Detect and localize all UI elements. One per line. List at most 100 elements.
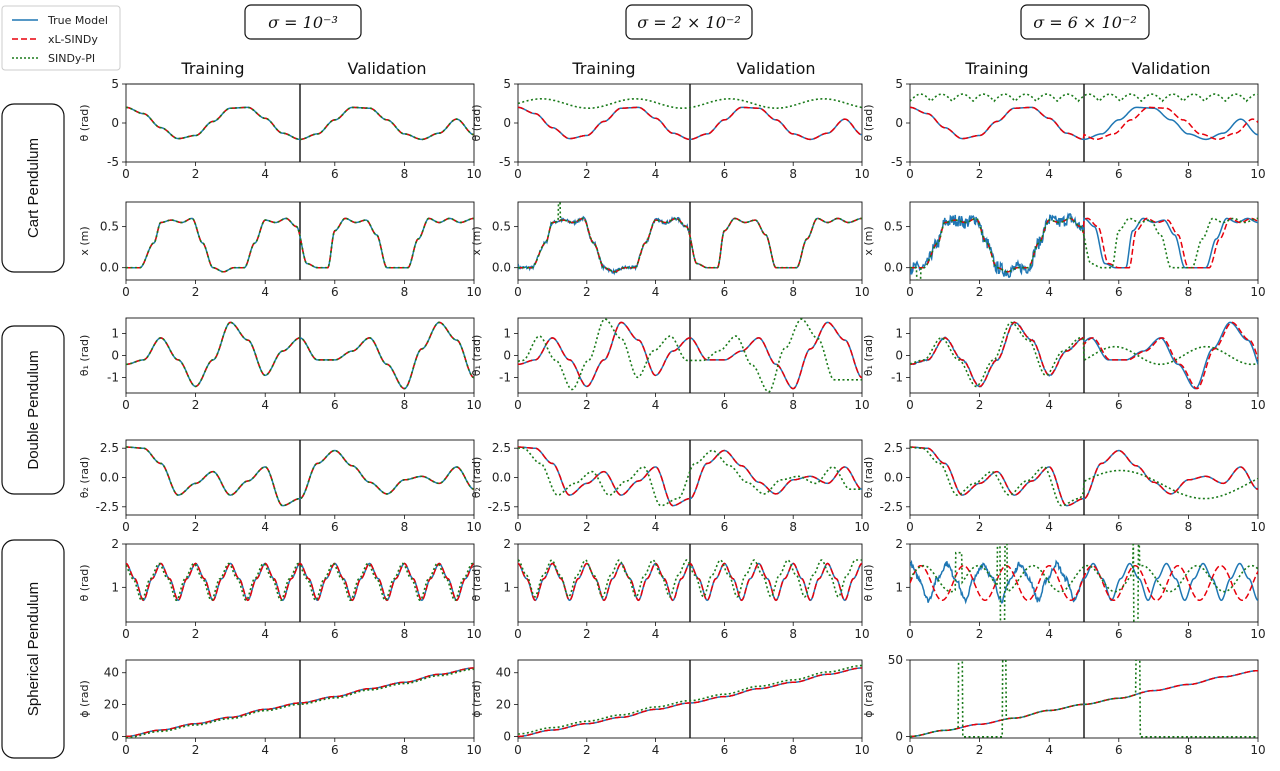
xl-sindy-line (126, 667, 474, 738)
y-tick-label: 1 (895, 580, 903, 594)
series-lines (126, 446, 474, 507)
x-tick-label: 0 (122, 167, 130, 181)
x-tick-label: 2 (583, 627, 591, 641)
x-tick-label: 8 (789, 520, 797, 534)
series-lines (910, 446, 1258, 507)
x-tick-label: 6 (1115, 285, 1123, 299)
x-tick-label: 6 (331, 743, 339, 757)
y-tick-label: -5 (499, 155, 511, 169)
series-lines (518, 318, 862, 393)
x-tick-label: 4 (652, 743, 660, 757)
x-tick-label: 0 (122, 285, 130, 299)
x-tick-label: 4 (1045, 398, 1053, 412)
subplot: 0 2 4 6 8 10 -2.5 0.0 2.5 θ₂ (rad) (470, 439, 870, 534)
sindy-pi-line (518, 559, 862, 598)
y-axis-label: x (m) (78, 226, 91, 255)
x-tick-label: 2 (976, 398, 984, 412)
x-tick-label: 6 (721, 520, 729, 534)
sigma-label: σ = 10⁻³ (268, 13, 338, 32)
series-lines (518, 202, 862, 276)
xl-sindy-line (518, 217, 862, 273)
x-tick-label: 2 (583, 520, 591, 534)
y-tick-label: 0 (895, 729, 903, 743)
x-tick-label: 10 (1250, 520, 1265, 534)
subplot: 0 2 4 6 8 10 -2.5 0.0 2.5 θ₂ (rad) (862, 439, 1266, 534)
y-tick-label: 0.0 (100, 261, 119, 275)
x-tick-label: 4 (652, 398, 660, 412)
x-tick-label: 8 (1185, 167, 1193, 181)
x-tick-label: 8 (789, 627, 797, 641)
training-label: Training (571, 59, 635, 78)
x-tick-label: 8 (1185, 520, 1193, 534)
y-axis-label: ϕ (rad) (78, 680, 91, 718)
x-tick-label: 2 (976, 627, 984, 641)
subplot: 0 2 4 6 8 10 -2.5 0.0 2.5 θ₂ (rad) (78, 439, 482, 534)
series-lines (910, 212, 1258, 280)
sindy-pi-line (910, 217, 1258, 280)
x-tick-label: 6 (721, 627, 729, 641)
series-lines (126, 217, 474, 273)
x-tick-label: 2 (976, 520, 984, 534)
y-tick-label: 0.0 (100, 471, 119, 485)
series-lines (126, 562, 474, 602)
row-label-box (1, 325, 65, 495)
legend: True Model xL-SINDy SINDy-PI (1, 5, 121, 71)
subplot: 0 2 4 6 8 10 0 20 40 ϕ (rad) (78, 659, 482, 757)
x-tick-label: 6 (1115, 520, 1123, 534)
series-lines (910, 321, 1258, 390)
y-tick-label: 5 (503, 77, 511, 91)
x-tick-label: 4 (261, 167, 269, 181)
y-tick-label: 0 (503, 116, 511, 130)
x-tick-label: 10 (1250, 743, 1265, 757)
validation-label: Validation (347, 59, 426, 78)
xl-sindy-line (518, 446, 862, 507)
x-tick-label: 2 (192, 743, 200, 757)
y-tick-label: -1 (891, 371, 903, 385)
x-tick-label: 4 (1045, 285, 1053, 299)
x-tick-label: 2 (976, 285, 984, 299)
y-tick-label: -2.5 (880, 500, 903, 514)
subplot: 0 2 4 6 8 10 0.0 0.5 x (m) (862, 201, 1266, 299)
x-tick-label: 4 (1045, 520, 1053, 534)
y-tick-label: -1 (499, 371, 511, 385)
sigma-box (625, 4, 753, 40)
x-tick-label: 4 (261, 743, 269, 757)
y-axis-label: θ₁ (rad) (862, 335, 875, 376)
sigma-label: σ = 6 × 10⁻² (1033, 13, 1136, 32)
x-tick-label: 0 (906, 743, 914, 757)
row-label: Spherical Pendulum (25, 582, 42, 716)
x-tick-label: 6 (721, 167, 729, 181)
sigma-box (244, 4, 362, 40)
sindy-pi-line (126, 446, 474, 507)
y-tick-label: 0.5 (884, 220, 903, 234)
y-axis-label: θ (rad) (78, 564, 91, 601)
sindy-pi-line (126, 668, 474, 738)
y-tick-label: 0 (895, 349, 903, 363)
x-tick-label: 2 (192, 167, 200, 181)
y-axis-label: θ (rad) (470, 104, 483, 141)
y-tick-label: 0.5 (100, 220, 119, 234)
y-tick-label: 1 (503, 326, 511, 340)
y-tick-label: -5 (891, 155, 903, 169)
x-tick-label: 0 (514, 520, 522, 534)
y-axis-label: ϕ (rad) (470, 680, 483, 718)
x-tick-label: 8 (1185, 627, 1193, 641)
x-tick-label: 10 (854, 520, 869, 534)
x-tick-label: 2 (583, 398, 591, 412)
xl-sindy-line (910, 446, 1258, 507)
x-tick-label: 10 (466, 285, 481, 299)
sindy-pi-line (910, 93, 1258, 103)
x-tick-label: 8 (1185, 398, 1193, 412)
x-tick-label: 10 (466, 398, 481, 412)
x-tick-label: 6 (331, 520, 339, 534)
sindy-pi-line (910, 544, 1258, 622)
xl-sindy-line (518, 106, 862, 141)
x-tick-label: 4 (261, 520, 269, 534)
series-lines (126, 667, 474, 738)
x-tick-label: 10 (466, 520, 481, 534)
xl-sindy-line (518, 321, 862, 390)
x-tick-label: 4 (261, 398, 269, 412)
